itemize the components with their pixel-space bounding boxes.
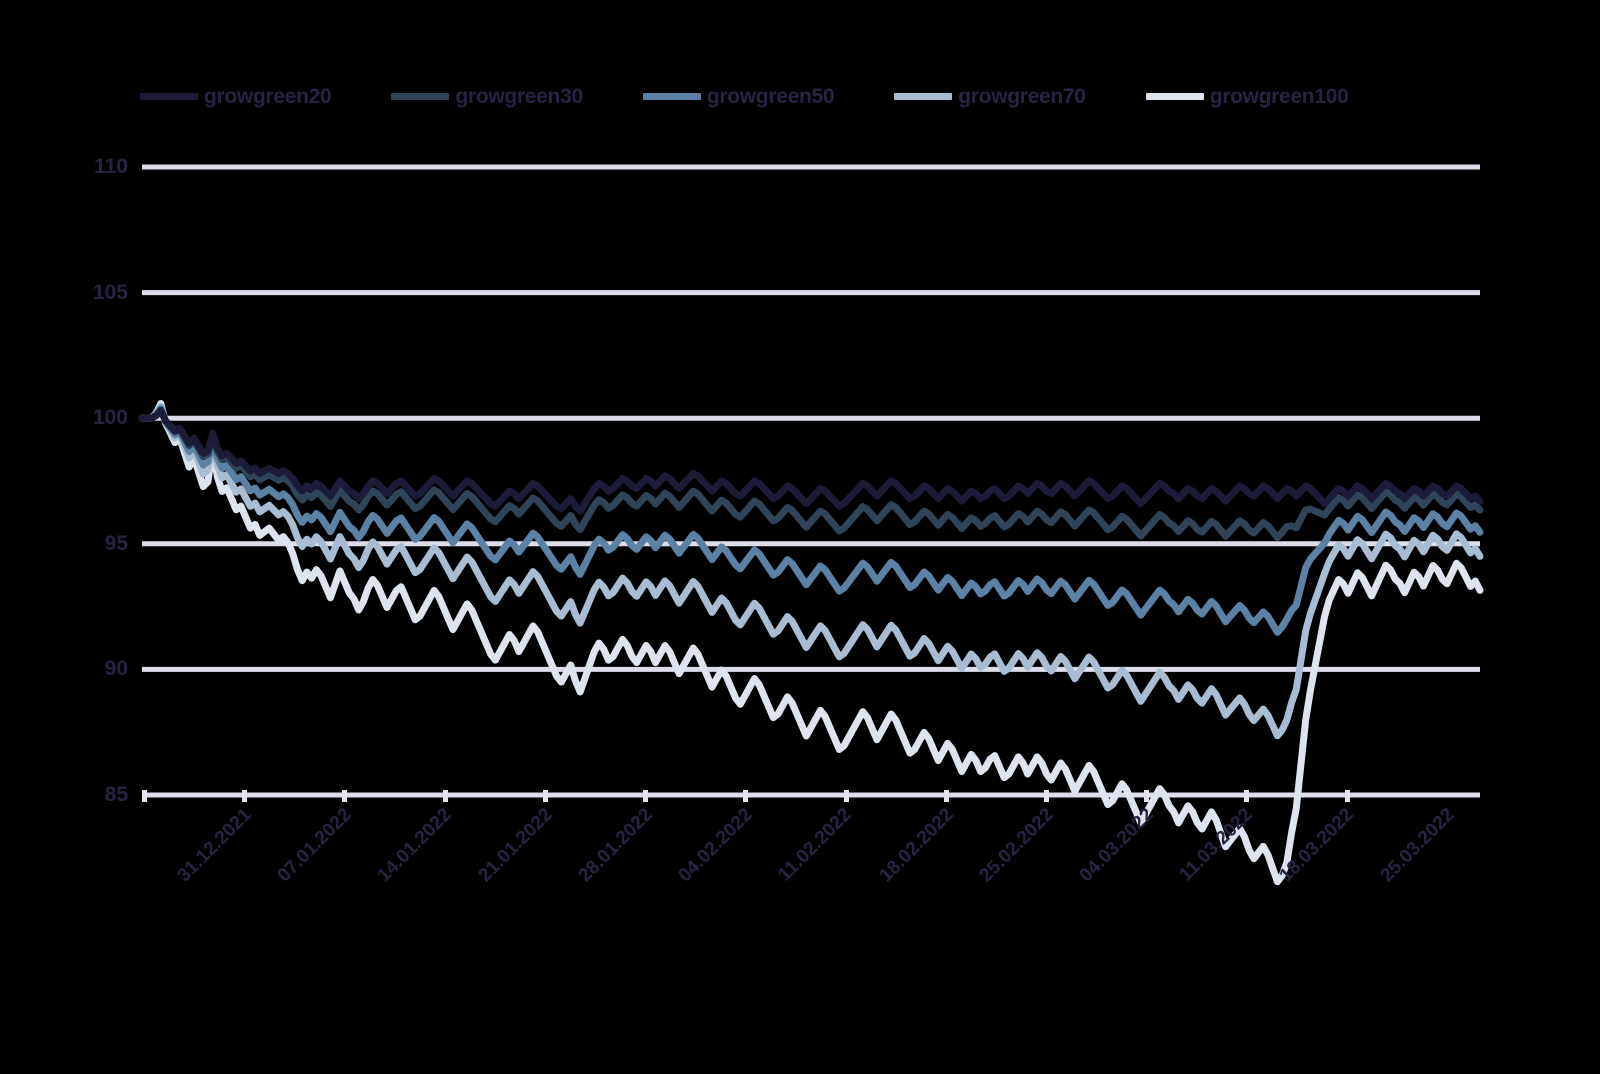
legend-item-growgreen100[interactable]: growgreen100 [1145,84,1349,108]
x-tick-label: 04.03.2022 [1075,804,1158,887]
x-tick-label: 25.03.2022 [1376,804,1459,887]
legend-swatch-icon [391,92,450,100]
legend-item-growgreen50[interactable]: growgreen50 [642,84,835,108]
y-tick-label: 105 [92,280,128,304]
x-tick-mark [442,790,448,802]
y-tick-label: 85 [104,783,128,806]
y-tick-label: 110 [94,155,128,178]
series-line-growgreen100 [138,400,1484,886]
x-tick-mark [943,790,949,802]
legend-label: growgreen70 [958,84,1086,108]
chart-legend: growgreen20 growgreen30 growgreen50 growgre… [140,80,1460,112]
x-tick-mark [1344,790,1350,802]
x-tick-label: 11.03.2022 [1175,804,1257,886]
x-tick-mark [743,790,749,802]
series-lines [138,400,1484,886]
series-line-growgreen50 [138,404,1484,636]
y-tick-label: 90 [104,657,128,681]
x-tick-mark [643,790,649,802]
x-tick-label: 04.02.2022 [674,804,757,887]
x-tick-mark [342,790,348,802]
x-tick-label: 14.01.2022 [374,804,457,887]
legend-swatch-icon [894,92,953,100]
x-tick-mark [142,790,147,802]
x-tick-label: 25.02.2022 [975,804,1058,887]
legend-item-growgreen70[interactable]: growgreen70 [894,84,1086,108]
legend-item-growgreen20[interactable]: growgreen20 [140,84,332,108]
series-line-growgreen20 [138,407,1484,515]
y-axis: 110 105 100 95 90 85 [0,155,128,806]
series-line-growgreen70 [138,402,1484,740]
x-tick-mark [542,790,548,802]
gridlines [142,164,1480,798]
x-tick-label: 21.01.2022 [474,804,557,887]
x-tick-label: 11.02.2022 [774,804,856,886]
x-tick-mark [1244,790,1250,802]
legend-swatch-icon [1145,92,1204,100]
x-tick-label: 28.01.2022 [574,804,657,887]
chart-svg [138,164,1484,886]
x-tick-label: 31.12.2021 [173,804,256,887]
plot-area [138,164,1484,886]
legend-label: growgreen30 [455,84,583,108]
x-axis: 31.12.2021 07.01.2022 14.01.2022 21.01.2022… [142,790,1480,1000]
x-tick-label: 18.03.2022 [1276,804,1359,887]
legend-item-growgreen30[interactable]: growgreen30 [391,84,583,108]
x-tick-mark [843,790,849,802]
legend-swatch-icon [140,92,198,100]
x-tick-label: 07.01.2022 [273,804,356,887]
series-line-growgreen30 [138,406,1484,541]
legend-label: growgreen100 [1209,84,1349,108]
x-tick-mark [242,790,248,802]
x-tick-mark [1044,790,1050,802]
y-tick-label: 95 [104,531,128,555]
legend-label: growgreen20 [204,84,332,108]
legend-swatch-icon [642,92,701,100]
x-tick-label: 18.02.2022 [875,804,958,887]
y-tick-label: 100 [92,406,128,430]
x-tick-mark [1144,790,1150,802]
legend-label: growgreen50 [706,84,835,108]
